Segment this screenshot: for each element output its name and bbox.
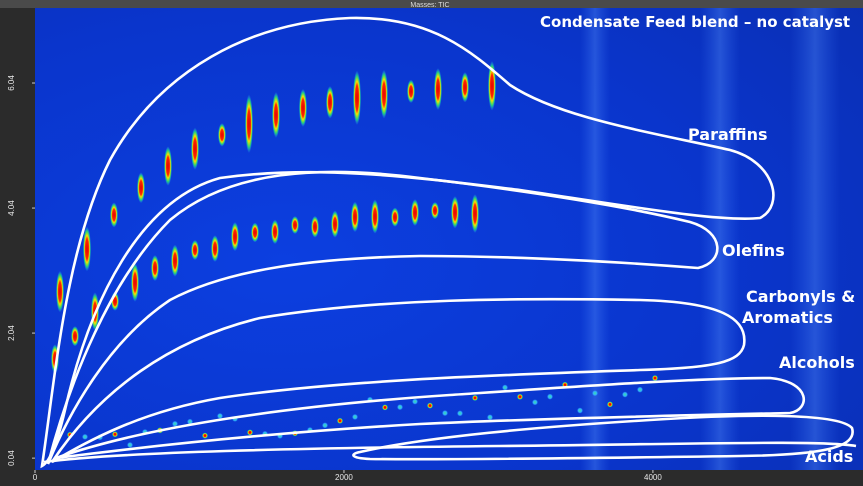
peak [351, 202, 359, 232]
peak [164, 146, 172, 186]
peak [380, 70, 388, 119]
chart-title: Condensate Feed blend – no catalyst [540, 13, 850, 31]
annotation: Olefins [722, 241, 785, 260]
peak [607, 401, 613, 407]
y-axis-strip [0, 8, 35, 486]
peak [592, 390, 598, 396]
peak [218, 123, 226, 146]
peak [397, 404, 403, 410]
peak [487, 414, 493, 420]
annotation: Acids [805, 447, 853, 466]
x-axis-strip [35, 470, 863, 486]
peak [127, 442, 133, 448]
peak [271, 220, 279, 244]
peak [472, 395, 478, 401]
peak [251, 223, 259, 243]
peak [622, 392, 628, 398]
peak [211, 235, 219, 262]
peak [326, 86, 334, 119]
peak [451, 196, 459, 228]
peak [434, 68, 442, 110]
annotation: Paraffins [688, 125, 768, 144]
peak [352, 414, 358, 420]
peak [56, 271, 64, 313]
x-tick-label: 2000 [335, 473, 353, 482]
peak [83, 227, 91, 272]
peak [652, 375, 658, 381]
peak [231, 222, 239, 251]
peak [202, 433, 208, 439]
peak [457, 410, 463, 416]
annotation: Carbonyls & [746, 287, 855, 306]
peak [353, 71, 361, 125]
streak [580, 8, 610, 470]
peak [311, 216, 319, 238]
peak [471, 194, 479, 233]
peak [299, 89, 307, 127]
peak [547, 394, 553, 400]
peak [247, 429, 253, 435]
peak [337, 418, 343, 424]
chart: Masses: TIC Condensate Feed blend – no c… [0, 0, 863, 486]
y-tick-label: 4.04 [7, 200, 16, 216]
peak [431, 202, 439, 219]
peak [461, 72, 469, 102]
peak [191, 128, 199, 170]
peak [112, 431, 118, 437]
peak [407, 80, 415, 103]
y-tick-label: 0.04 [7, 450, 16, 466]
peak [331, 210, 339, 237]
peak [272, 92, 280, 138]
peak [131, 263, 139, 302]
plot-area: Condensate Feed blend – no catalyst [35, 8, 863, 470]
peak [442, 410, 448, 416]
page: {"header": "Masses: TIC", "chart_data": … [0, 0, 863, 486]
peak [291, 216, 299, 234]
peak [382, 404, 388, 410]
streak [790, 8, 840, 470]
peak [137, 172, 145, 203]
x-tick-label: 0 [33, 473, 38, 482]
peak [151, 255, 159, 281]
peak [391, 208, 399, 227]
peak [412, 399, 418, 405]
annotation: Alcohols [779, 353, 855, 372]
peak [411, 199, 419, 226]
peak [502, 385, 508, 391]
peak [371, 199, 379, 233]
peak [217, 413, 223, 419]
peak [577, 408, 583, 414]
streak [700, 8, 740, 470]
peak [322, 422, 328, 428]
x-tick-label: 4000 [644, 473, 662, 482]
peak [71, 326, 79, 346]
peak [82, 434, 88, 440]
peak [532, 399, 538, 405]
peak [637, 387, 643, 393]
annotation: Aromatics [742, 308, 833, 327]
header: Masses: TIC [410, 2, 449, 9]
peak [110, 202, 118, 227]
y-tick-label: 6.04 [7, 75, 16, 91]
peak [191, 240, 199, 260]
peak [517, 394, 523, 400]
peak [427, 403, 433, 409]
peak [171, 245, 179, 277]
y-tick-label: 2.04 [7, 325, 16, 341]
peak [245, 94, 253, 153]
